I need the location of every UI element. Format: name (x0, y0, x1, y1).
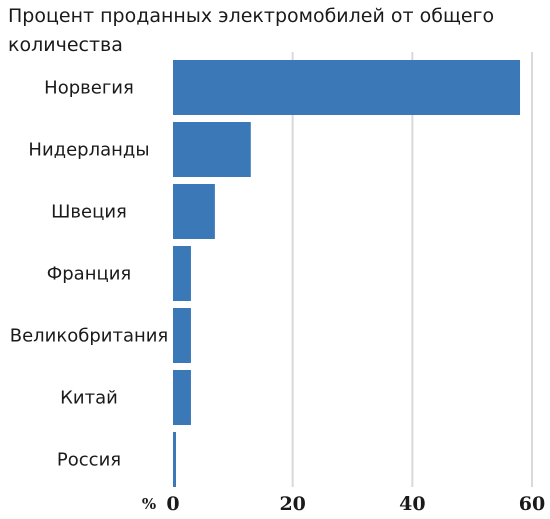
bars (173, 60, 521, 487)
category-label-2: Швеция (51, 202, 127, 223)
bar-3 (173, 246, 191, 301)
bar-6 (173, 432, 176, 487)
category-labels: Норвегия Нидерланды Швеция Франция Великобри… (10, 78, 169, 471)
x-tick-label-20: 20 (279, 493, 305, 515)
x-tick-label-0: 0 (166, 493, 179, 515)
grid-lines (291, 52, 533, 487)
x-tick-label-60: 60 (519, 493, 545, 515)
category-label-0: Норвегия (44, 78, 134, 99)
chart-title: Процент проданных электромобилей от обще… (8, 5, 495, 56)
category-label-4: Великобритания (10, 326, 169, 347)
category-label-1: Нидерланды (28, 140, 149, 161)
x-tick-labels: 0 20 40 60 (166, 493, 545, 515)
bar-1 (173, 122, 251, 177)
category-label-3: Франция (47, 264, 132, 285)
bar-2 (173, 184, 215, 239)
category-label-6: Россия (57, 450, 121, 471)
bar-5 (173, 370, 191, 425)
category-label-5: Китай (60, 388, 118, 409)
x-axis-unit-label: % (142, 495, 156, 513)
x-tick-label-40: 40 (399, 493, 425, 515)
bar-0 (173, 60, 521, 115)
bar-4 (173, 308, 191, 363)
